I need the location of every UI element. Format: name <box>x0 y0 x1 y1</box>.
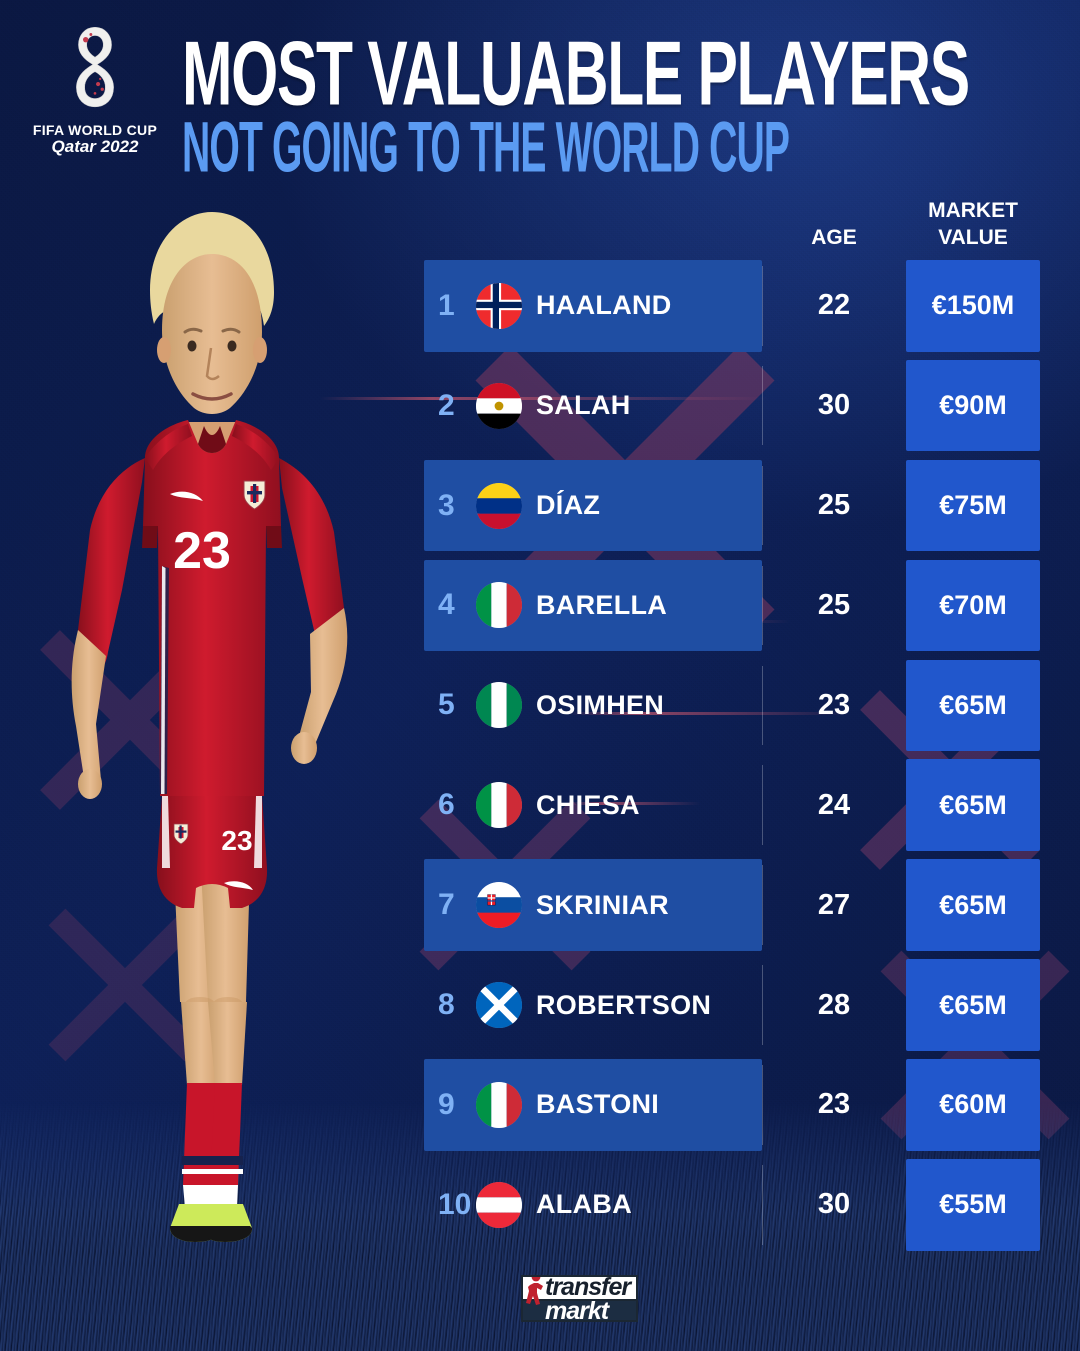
svg-text:23: 23 <box>221 825 252 856</box>
svg-text:23: 23 <box>173 522 231 580</box>
